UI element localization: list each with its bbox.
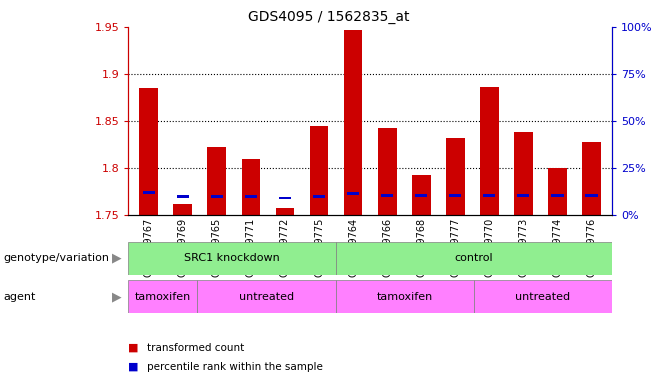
Bar [128,242,336,275]
Text: transformed count: transformed count [147,343,244,353]
Bar [207,147,226,215]
Bar [276,209,294,215]
Text: GDS4095 / 1562835_at: GDS4095 / 1562835_at [248,10,410,23]
Bar [177,195,189,197]
Text: ▶: ▶ [112,290,122,303]
Text: untreated: untreated [515,291,570,302]
Bar [313,195,325,197]
Bar [514,132,533,215]
Bar [128,280,197,313]
Bar [586,194,597,197]
Bar [139,88,158,215]
Bar [415,194,427,197]
Bar [480,87,499,215]
Bar [517,194,530,197]
Bar [336,242,612,275]
Bar [241,159,261,215]
Bar [381,194,393,197]
Text: ■: ■ [128,343,139,353]
Text: genotype/variation: genotype/variation [3,253,109,263]
Bar [449,194,461,197]
Bar [279,197,291,199]
Text: SRC1 knockdown: SRC1 knockdown [184,253,280,263]
Text: tamoxifen: tamoxifen [376,291,433,302]
Bar [197,280,336,313]
Bar [548,168,567,215]
Bar [551,194,563,197]
Bar [474,280,612,313]
Bar [582,142,601,215]
Bar [446,138,465,215]
Text: ■: ■ [128,362,139,372]
Text: control: control [455,253,493,263]
Bar [310,126,328,215]
Text: agent: agent [3,291,36,302]
Bar [211,195,223,197]
Bar [336,280,474,313]
Bar [347,192,359,195]
Bar [483,194,495,197]
Bar [412,175,430,215]
Text: untreated: untreated [239,291,294,302]
Bar [174,204,192,215]
Bar [343,30,363,215]
Bar [245,195,257,197]
Text: percentile rank within the sample: percentile rank within the sample [147,362,322,372]
Bar [143,191,155,194]
Text: ▶: ▶ [112,252,122,265]
Bar [378,127,397,215]
Text: tamoxifen: tamoxifen [135,291,191,302]
